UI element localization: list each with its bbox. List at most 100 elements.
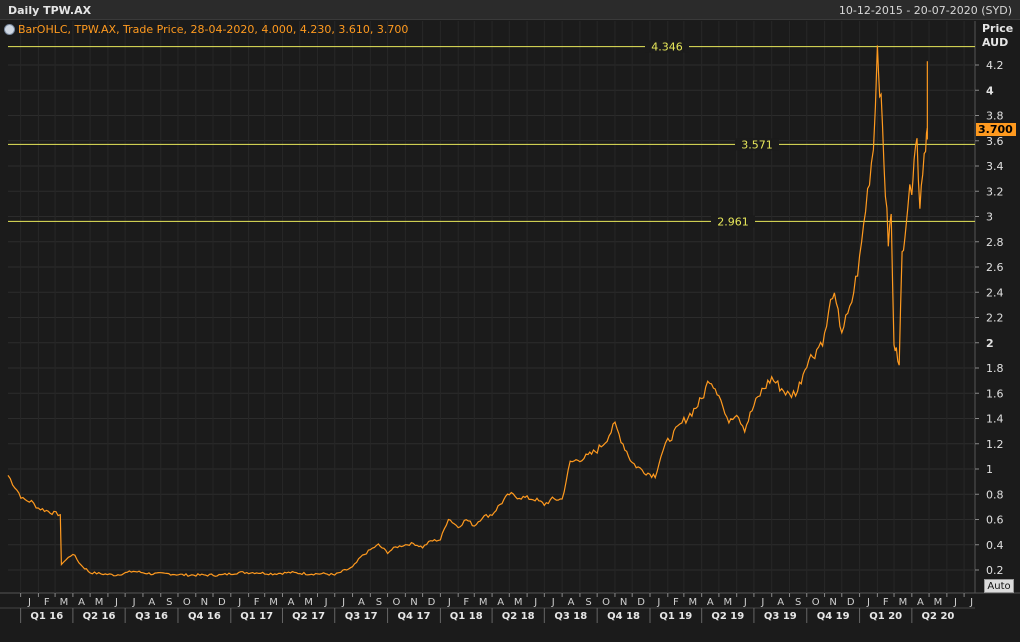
quarter-label: Q3 16: [135, 611, 168, 622]
y-tick-label: 2: [986, 337, 994, 350]
y-tick-label: 3.4: [986, 160, 1004, 173]
month-label: M: [479, 597, 488, 608]
month-label: F: [463, 597, 469, 608]
month-label: N: [829, 597, 836, 608]
y-tick-label: 2.8: [986, 236, 1004, 249]
month-label: D: [847, 597, 855, 608]
month-label: J: [27, 597, 31, 608]
quarter-label: Q4 19: [817, 611, 850, 622]
quarter-label: Q2 16: [83, 611, 116, 622]
month-label: J: [969, 597, 973, 608]
y-tick-label: 2.6: [986, 261, 1004, 274]
month-label: M: [304, 597, 313, 608]
month-label: M: [723, 597, 732, 608]
month-label: D: [428, 597, 436, 608]
y-axis-unit: AUD: [982, 36, 1009, 49]
month-label: A: [78, 597, 85, 608]
month-label: O: [183, 597, 191, 608]
month-label: S: [166, 597, 172, 608]
price-chart[interactable]: 4.346 3.571 2.961 0.2 0.4 0.6 0.8 1 1.2 1.4 1.6 1.…: [0, 21, 1020, 642]
month-label: M: [60, 597, 69, 608]
horizontal-reference-lines: 4.346 3.571 2.961: [8, 40, 975, 228]
y-axis-title: Price: [982, 22, 1014, 35]
quarter-label: Q2 19: [711, 611, 744, 622]
y-tick-label: 1.6: [986, 387, 1004, 400]
reference-line-label: 3.571: [741, 138, 773, 151]
y-tick-label: 3.6: [986, 135, 1004, 148]
y-tick-label: 2.4: [986, 286, 1004, 299]
quarter-label: Q1 19: [659, 611, 692, 622]
month-label: D: [637, 597, 645, 608]
month-label: J: [760, 597, 764, 608]
y-tick-label: 1.2: [986, 438, 1004, 451]
reference-line-label: 4.346: [651, 41, 683, 54]
month-label: J: [341, 597, 345, 608]
chart-background: [0, 21, 1020, 642]
quarter-label: Q3 18: [554, 611, 587, 622]
month-label: J: [551, 597, 555, 608]
month-label: J: [866, 597, 870, 608]
reference-label-bg: [711, 215, 755, 228]
y-tick-label: 2.2: [986, 312, 1004, 325]
month-label: F: [673, 597, 679, 608]
quarter-label: Q4 16: [188, 611, 221, 622]
month-label: M: [688, 597, 697, 608]
series-legend: BarOHLC, TPW.AX, Trade Price, 28-04-2020…: [18, 23, 409, 36]
y-tick-label: 0.6: [986, 514, 1004, 527]
month-label: O: [602, 597, 610, 608]
month-label: N: [620, 597, 627, 608]
y-tick-label: 0.4: [986, 539, 1004, 552]
quarter-label: Q1 18: [450, 611, 483, 622]
month-label: A: [148, 597, 155, 608]
chart-header-bar: Daily TPW.AX 10-12-2015 - 20-07-2020 (SY…: [0, 0, 1020, 20]
quarter-label: Q4 17: [398, 611, 431, 622]
last-price-badge: 3.700: [976, 123, 1016, 136]
quarter-label: Q3 17: [345, 611, 378, 622]
month-label: A: [497, 597, 504, 608]
quarter-label: Q2 17: [292, 611, 325, 622]
quarter-label: Q1 16: [30, 611, 63, 622]
month-label: O: [393, 597, 401, 608]
month-label: M: [934, 597, 943, 608]
month-label: S: [376, 597, 382, 608]
reference-label-bg: [735, 138, 779, 151]
quarter-label: Q4 18: [607, 611, 640, 622]
quarter-label: Q2 20: [922, 611, 955, 622]
series-settings-icon[interactable]: [4, 24, 15, 35]
price-line: [7, 45, 928, 578]
month-label: F: [44, 597, 50, 608]
month-label: J: [743, 597, 747, 608]
month-label: M: [269, 597, 278, 608]
month-label: J: [237, 597, 241, 608]
month-label: A: [777, 597, 784, 608]
quarter-label: Q1 17: [240, 611, 273, 622]
month-label: N: [410, 597, 417, 608]
month-label: A: [358, 597, 365, 608]
month-label: J: [533, 597, 537, 608]
quarter-label: Q3 19: [764, 611, 797, 622]
month-label: N: [201, 597, 208, 608]
month-label: F: [883, 597, 889, 608]
y-tick-label: 1.8: [986, 362, 1004, 375]
y-tick-label: 1.4: [986, 413, 1004, 426]
month-label: J: [324, 597, 328, 608]
y-tick-label: 4.2: [986, 59, 1004, 72]
month-label: M: [899, 597, 908, 608]
y-axis: 0.2 0.4 0.6 0.8 1 1.2 1.4 1.6 1.8 2 2.2 2.4 2.6 2.8 3 3…: [975, 59, 1004, 577]
y-tick-label: 3.8: [986, 110, 1004, 123]
price-series: [7, 45, 928, 578]
auto-scale-button[interactable]: Auto: [984, 579, 1014, 593]
month-label: J: [114, 597, 118, 608]
chart-title: Daily TPW.AX: [8, 4, 92, 17]
month-label: M: [514, 597, 523, 608]
month-label: J: [656, 597, 660, 608]
date-range-label: 10-12-2015 - 20-07-2020 (SYD): [838, 4, 1012, 17]
month-label: A: [707, 597, 714, 608]
month-label: A: [917, 597, 924, 608]
y-tick-label: 0.8: [986, 488, 1004, 501]
month-label: A: [568, 597, 575, 608]
month-label: S: [795, 597, 801, 608]
month-label: O: [812, 597, 820, 608]
grid-lines: [0, 21, 1020, 594]
quarter-label: Q2 18: [502, 611, 535, 622]
